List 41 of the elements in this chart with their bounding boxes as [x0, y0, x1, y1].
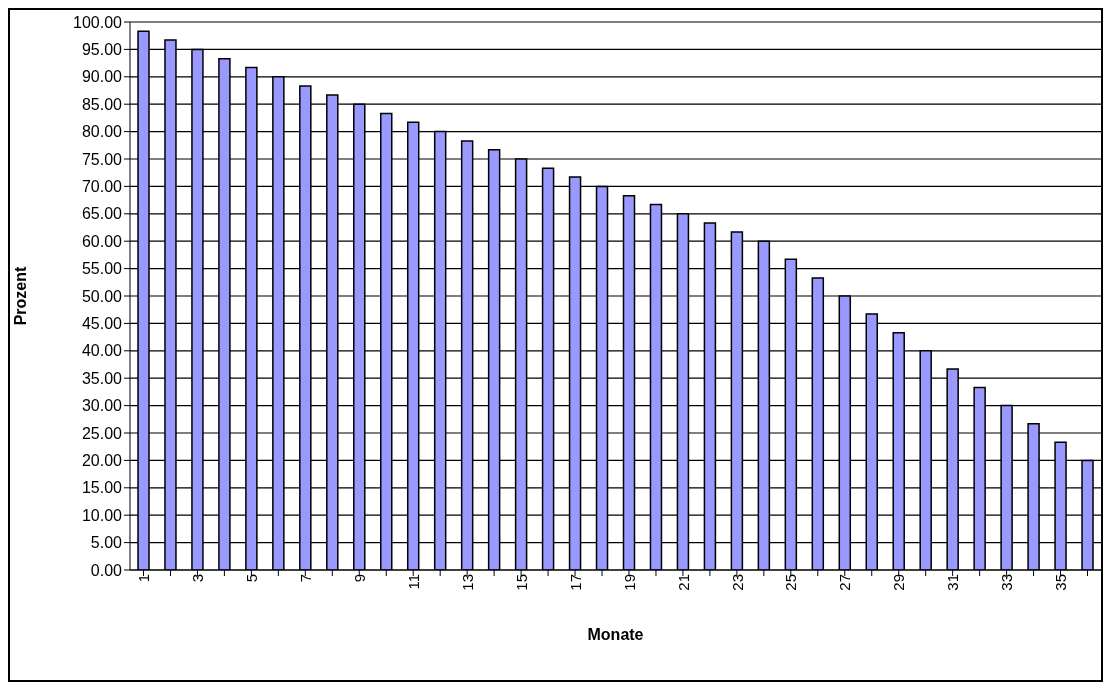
y-tick-label: 40.00 — [81, 342, 123, 360]
y-tick-label: 95.00 — [81, 41, 123, 59]
x-tick-label: 9 — [350, 574, 368, 583]
y-tick-label: 70.00 — [81, 178, 123, 196]
y-tick-label: 85.00 — [81, 95, 123, 113]
x-tick-label: 31 — [944, 574, 962, 591]
x-tick-label: 5 — [243, 574, 261, 583]
y-tick-label: 50.00 — [81, 287, 123, 305]
y-tick-label: 45.00 — [81, 315, 123, 333]
x-tick-label: 15 — [512, 574, 530, 591]
y-tick-label: 60.00 — [81, 232, 123, 250]
y-tick-label: 35.00 — [81, 369, 123, 387]
x-tick-label: 13 — [458, 574, 476, 591]
x-tick-label: 21 — [674, 574, 692, 591]
x-tick-label: 33 — [998, 574, 1016, 591]
x-tick-label: 3 — [189, 574, 207, 583]
x-tick-label: 23 — [728, 574, 746, 591]
y-tick-label: 80.00 — [81, 123, 123, 141]
x-tick-label: 1 — [135, 574, 153, 583]
x-tick-label: 17 — [566, 574, 584, 591]
y-tick-label: 100.00 — [73, 13, 123, 31]
y-tick-label: 75.00 — [81, 150, 123, 168]
y-tick-label: 10.00 — [81, 506, 123, 524]
y-tick-label: 30.00 — [81, 397, 123, 415]
x-axis-title: Monate — [587, 626, 644, 643]
x-tick-label: 11 — [404, 574, 422, 590]
y-tick-label: 55.00 — [81, 260, 123, 278]
x-tick-label: 19 — [620, 574, 638, 591]
y-tick-label: 5.00 — [90, 534, 123, 552]
y-tick-label: 25.00 — [81, 424, 123, 442]
y-axis-title: Prozent — [11, 265, 29, 326]
x-tick-label: 27 — [836, 574, 854, 591]
x-tick-label: 25 — [782, 574, 800, 591]
x-tick-label: 35 — [1052, 574, 1070, 591]
y-tick-label: 0.00 — [90, 561, 123, 579]
y-tick-label: 20.00 — [81, 452, 123, 470]
y-tick-label: 15.00 — [81, 479, 123, 497]
y-tick-label: 90.00 — [81, 68, 123, 86]
x-tick-label: 7 — [296, 574, 314, 583]
y-tick-label: 65.00 — [81, 205, 123, 223]
x-tick-label: 29 — [890, 574, 908, 591]
